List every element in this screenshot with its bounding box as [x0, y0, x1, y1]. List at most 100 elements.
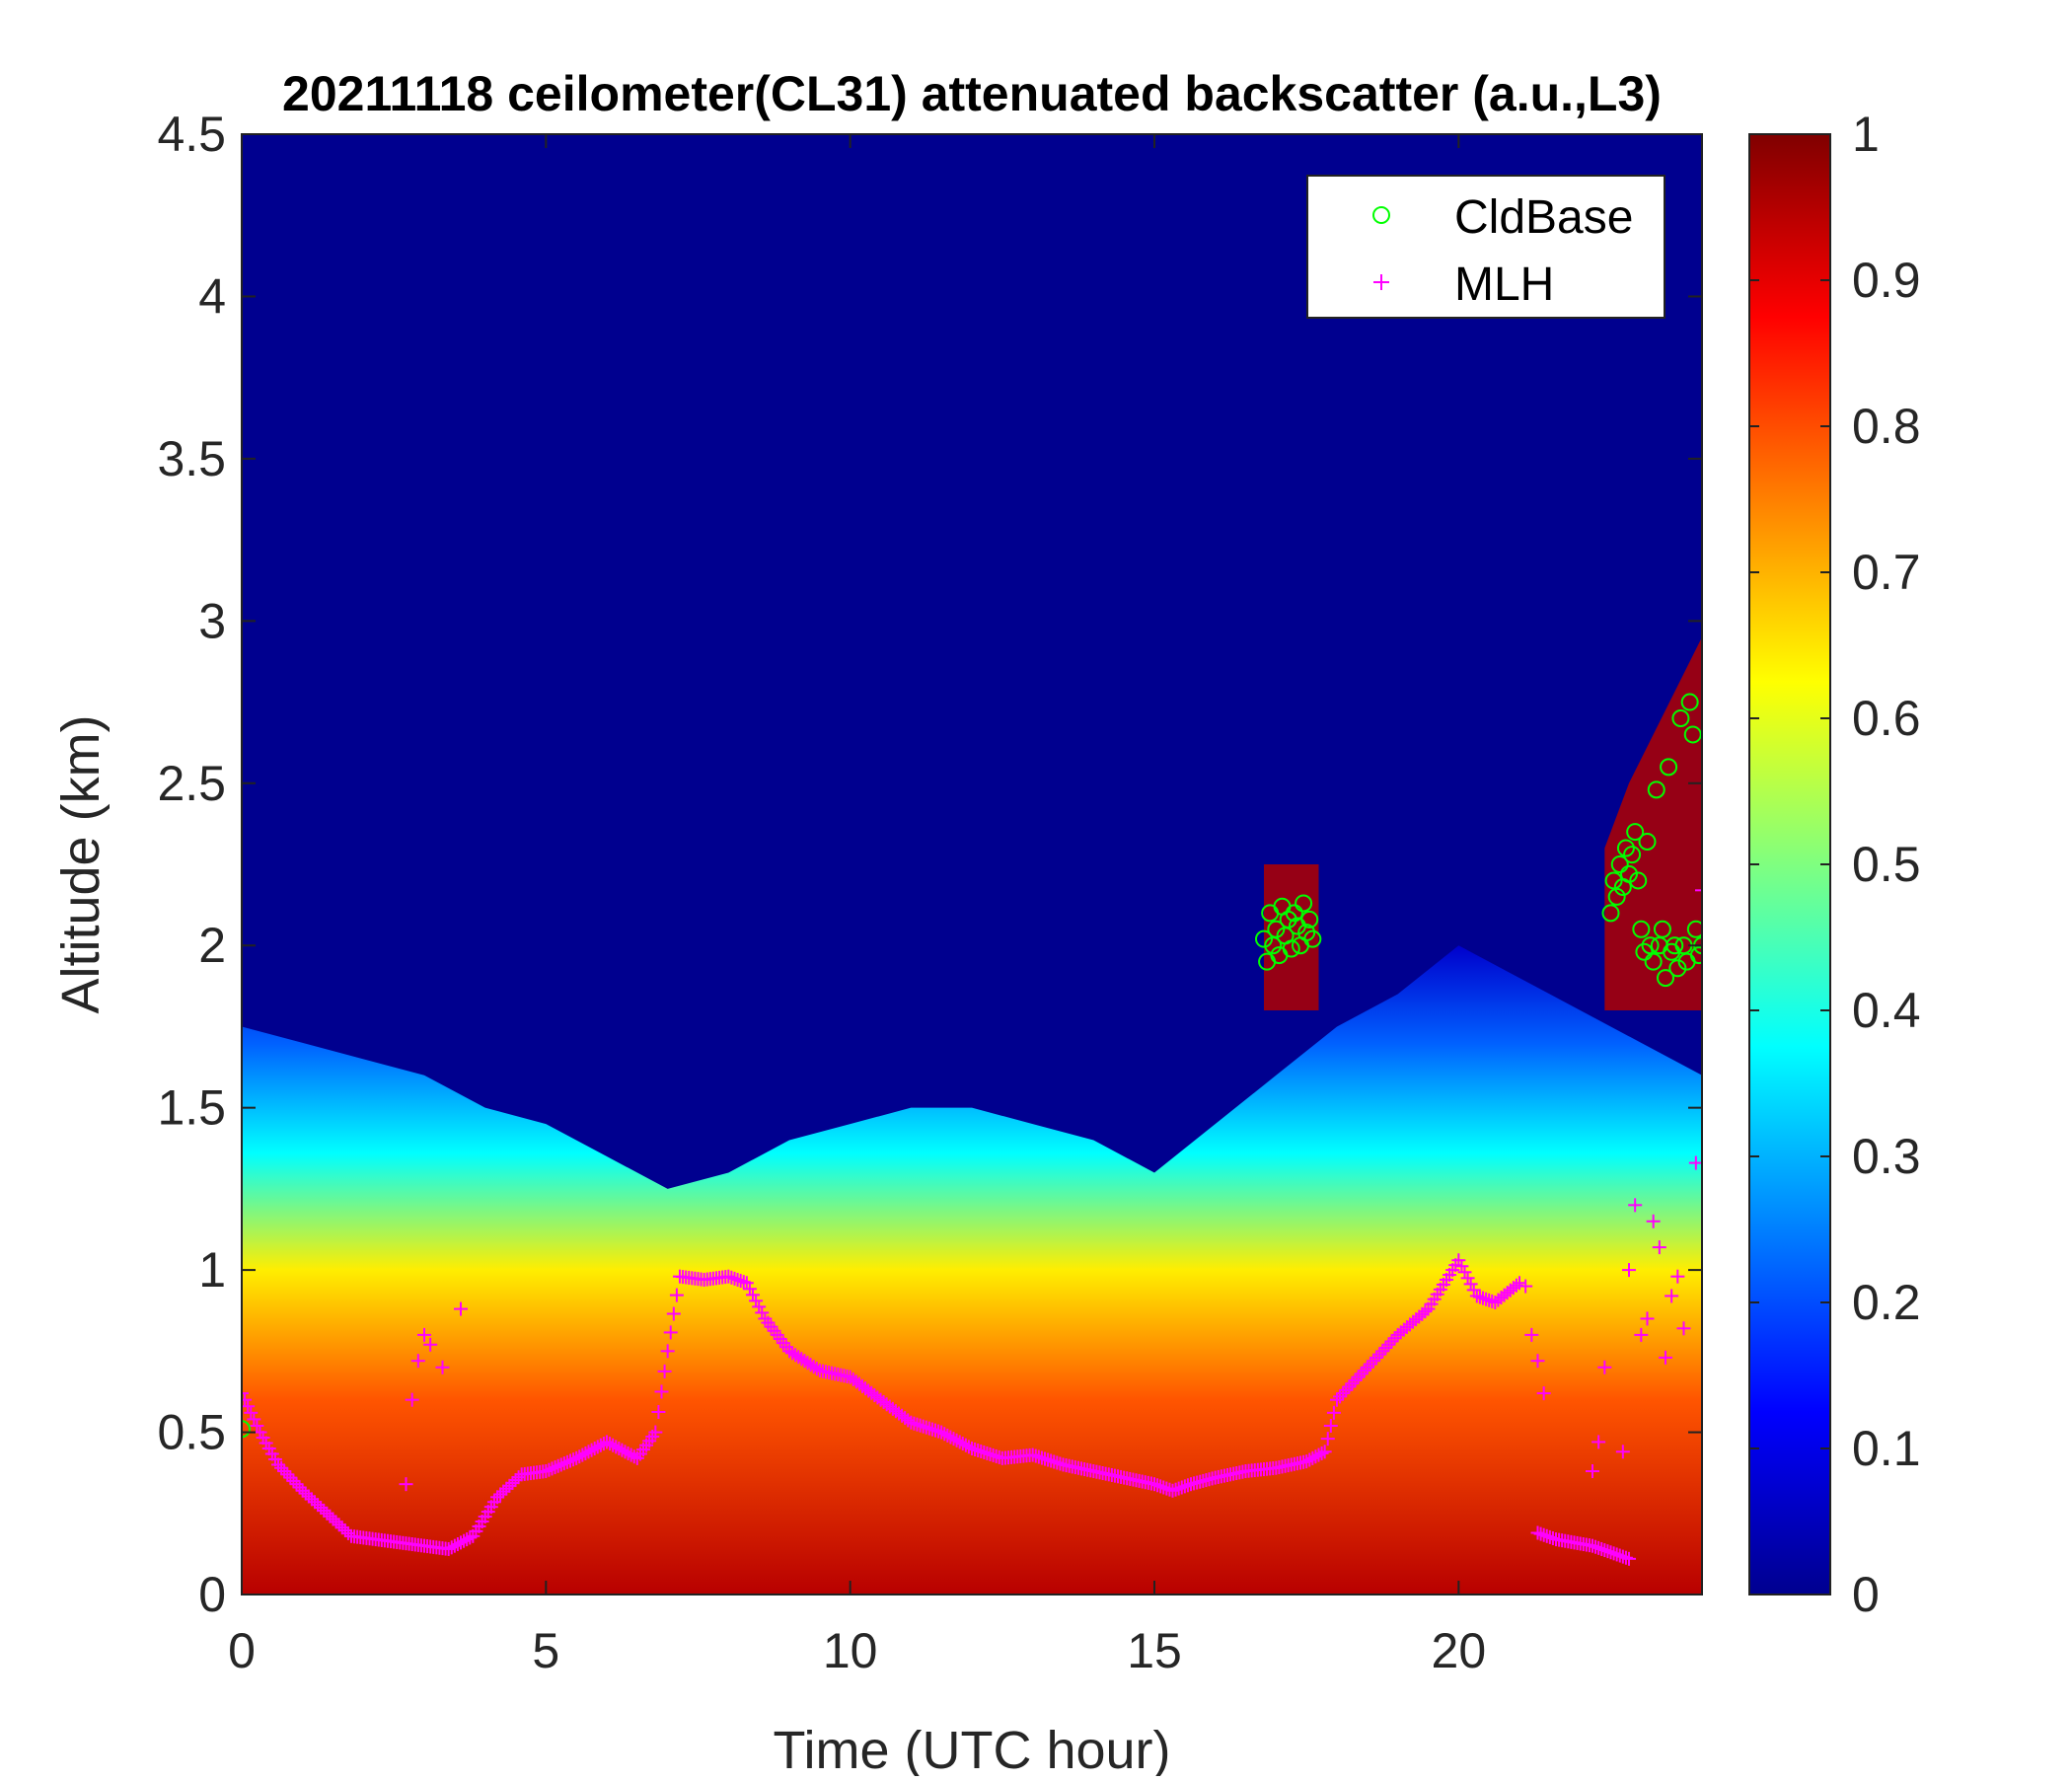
cldbase-marker [1638, 832, 1657, 851]
mlh-marker [1345, 1376, 1360, 1391]
mlh-marker [1609, 1547, 1624, 1562]
mlh-marker [1688, 1155, 1702, 1170]
mlh-marker [727, 1271, 742, 1286]
cldbase-marker [1647, 780, 1665, 799]
mlh-marker [1460, 1271, 1475, 1286]
y-tick-label: 1.5 [157, 1080, 226, 1136]
mlh-marker [505, 1475, 520, 1490]
x-tick-label: 0 [228, 1623, 256, 1678]
mlh-marker [1360, 1360, 1374, 1374]
mlh-marker [493, 1487, 508, 1502]
mlh-marker [1536, 1386, 1551, 1401]
mlh-marker [724, 1270, 739, 1285]
mlh-marker [739, 1276, 754, 1291]
mlh-marker [721, 1269, 736, 1284]
mlh-marker [937, 1427, 952, 1442]
mlh-marker [283, 1470, 298, 1485]
colorbar-tick-label: 0 [1852, 1567, 1880, 1622]
cldbase-marker [1303, 929, 1322, 948]
mlh-marker [1387, 1331, 1402, 1346]
mlh-marker [1485, 1294, 1500, 1308]
mlh-marker [1384, 1334, 1399, 1349]
mlh-marker [1530, 1525, 1545, 1540]
mlh-marker [1539, 1528, 1554, 1543]
mlh-marker [1305, 1450, 1320, 1465]
mlh-marker [1317, 1445, 1332, 1459]
mlh-marker [1640, 1311, 1655, 1326]
mlh-marker [1622, 1551, 1636, 1566]
cldbase-marker [1629, 871, 1648, 890]
plot-frame [241, 133, 1703, 1595]
mlh-marker [1168, 1482, 1183, 1497]
mlh-marker [1323, 1418, 1338, 1433]
mlh-marker [1591, 1435, 1606, 1449]
mlh-marker [340, 1525, 355, 1540]
mlh-marker [1330, 1392, 1344, 1407]
mlh-marker [1634, 1327, 1649, 1342]
mlh-marker [621, 1446, 635, 1460]
chart-title: 20211118 ceilometer(CL31) attenuated bac… [282, 66, 1662, 121]
mlh-marker [511, 1470, 526, 1485]
y-tick-label: 2.5 [157, 756, 226, 811]
mlh-marker [958, 1438, 973, 1452]
mlh-marker [742, 1282, 757, 1297]
mlh-marker [463, 1530, 478, 1545]
mlh-marker [1171, 1481, 1186, 1496]
mlh-marker [490, 1490, 504, 1505]
colorbar-tick-label: 1 [1852, 107, 1880, 162]
mlh-marker [1153, 1479, 1168, 1494]
y-tick-label: 0 [198, 1567, 226, 1622]
cldbase-marker [1285, 904, 1303, 923]
mlh-marker [280, 1467, 295, 1482]
mlh-marker [1545, 1530, 1560, 1545]
mlh-marker [1659, 1350, 1672, 1365]
mlh-marker [669, 1288, 684, 1302]
mlh-marker [435, 1360, 450, 1374]
mlh-marker [314, 1501, 329, 1516]
cldbase-marker [1657, 969, 1674, 988]
mlh-marker [590, 1440, 605, 1454]
cldbase-marker [242, 1420, 251, 1439]
cldbase-marker [1635, 942, 1654, 961]
y-tick-label: 1 [198, 1242, 226, 1298]
colorbar: 0 0.1 0.2 0.3 0.4 0.5 0.6 0.7 0.8 0.9 1 [1748, 107, 1921, 1622]
mlh-marker [1174, 1480, 1189, 1495]
mlh-marker [323, 1509, 337, 1523]
y-tick-label: 4 [198, 268, 226, 324]
mlh-marker [320, 1506, 334, 1521]
x-tick-label: 5 [532, 1623, 559, 1678]
mlh-marker [1591, 1540, 1606, 1555]
mlh-marker [542, 1462, 556, 1477]
cldbase-marker [1620, 864, 1638, 883]
x-tick-label: 20 [1432, 1623, 1487, 1678]
mlh-marker [1454, 1259, 1469, 1274]
mlh-marker [654, 1384, 669, 1399]
mlh-marker [460, 1532, 475, 1547]
mlh-marker [940, 1428, 955, 1443]
mlh-marker [730, 1272, 745, 1287]
mlh-marker [1472, 1290, 1487, 1304]
cldbase-marker [1632, 920, 1651, 938]
cldbase-marker [1601, 904, 1620, 923]
cldbase-marker [1626, 823, 1645, 842]
mlh-marker [554, 1457, 568, 1472]
mlh-marker [1367, 1354, 1380, 1369]
mlh-marker [666, 1306, 681, 1321]
y-axis: 0 0.5 1 1.5 2 2.5 3 3.5 4 4.5 [157, 107, 1702, 1622]
mlh-marker [244, 1405, 259, 1420]
colorbar-tick-label: 0.5 [1852, 837, 1921, 892]
colorbar-tick-label: 0.2 [1852, 1275, 1921, 1330]
mlh-marker [648, 1425, 663, 1440]
colorbar-tick-label: 0.1 [1852, 1421, 1921, 1476]
mlh-marker [584, 1443, 599, 1457]
mlh-marker [1469, 1289, 1484, 1303]
cldbase-marker [1671, 709, 1690, 727]
mlh-marker [1652, 1240, 1666, 1255]
mlh-marker [457, 1533, 472, 1548]
x-axis-label: Time (UTC hour) [773, 1721, 1170, 1776]
cldbase-marker [1680, 693, 1699, 711]
mlh-marker [286, 1473, 301, 1488]
cldbase-series [242, 693, 1702, 1439]
mlh-marker [1177, 1479, 1192, 1494]
